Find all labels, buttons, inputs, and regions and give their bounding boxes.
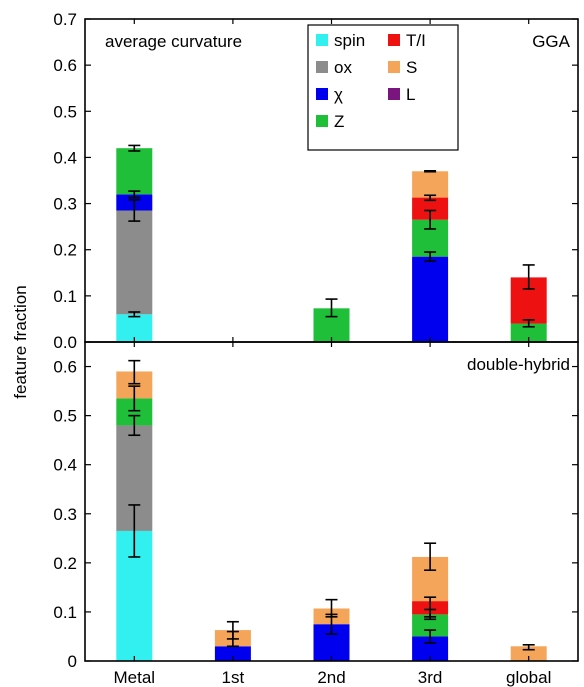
y-tick-label: 0.4 (53, 148, 77, 167)
legend: spin ox χZ T/I SL (307, 24, 459, 151)
y-tick-label: 0.1 (53, 287, 77, 306)
error-bar (424, 596, 437, 618)
panel-annotation-right: double-hybrid (467, 355, 570, 374)
legend-label: spin (334, 31, 365, 50)
legend-swatch (316, 115, 328, 127)
y-tick-label: 0.1 (53, 603, 77, 622)
y-tick-label: 0.2 (53, 241, 77, 260)
y-tick-label: 0.3 (53, 505, 77, 524)
legend-box (307, 24, 459, 151)
panel-2: 0 0.1 0.2 0.3 0.4 0.5 0.6 double-hybrid (53, 341, 579, 671)
y-axis-label: feature fraction (11, 285, 30, 398)
error-bar (522, 644, 535, 651)
y-tick-label: 0.6 (53, 358, 77, 377)
error-bar (128, 359, 141, 385)
bars (116, 148, 547, 342)
legend-swatch (316, 34, 328, 46)
legend-item: Z (316, 112, 344, 131)
legend-item: T/I (388, 31, 426, 50)
bars (116, 371, 547, 661)
bar-global-Z (510, 323, 547, 342)
bar-1st-χ (214, 646, 251, 661)
y-ticks: 0 0.1 0.2 0.3 0.4 0.5 0.6 (53, 342, 578, 671)
bar-3rd-χ (412, 256, 449, 342)
error-bar (128, 311, 141, 318)
panel-annotation-left: average curvature (105, 32, 242, 51)
error-bar (522, 319, 535, 328)
legend-swatch (388, 34, 400, 46)
chart-panels: 0.0 0.1 0.2 0.3 0.4 0.5 0.6 0.7 average curvatur… (53, 10, 579, 671)
y-tick-label: 0.5 (53, 102, 77, 121)
y-tick-label: 0.5 (53, 407, 77, 426)
legend-item: ox (316, 58, 352, 77)
legend-label: Z (334, 112, 344, 131)
error-bar (128, 414, 141, 437)
error-bar (325, 598, 338, 618)
error-bar (424, 170, 437, 173)
error-bar (128, 190, 141, 199)
y-tick-label: 0.7 (53, 10, 77, 29)
legend-item: spin (316, 31, 365, 50)
y-tick-label: 0.3 (53, 195, 77, 214)
bar-metal-Z (116, 148, 153, 195)
bar-3rd-Z (412, 614, 449, 637)
bar-3rd-T/I (412, 197, 449, 220)
x-tick-label: 1st (222, 668, 245, 687)
error-bar (424, 209, 437, 230)
x-tick-label: 3rd (418, 668, 443, 687)
error-bar (128, 144, 141, 152)
bar-metal-ox (116, 210, 153, 315)
y-tick-label: 0.6 (53, 56, 77, 75)
legend-item: χ (316, 85, 343, 104)
legend-label: L (406, 85, 415, 104)
error-bar (325, 298, 338, 318)
x-tick-label: 2nd (317, 668, 345, 687)
error-bar (424, 629, 437, 644)
legend-item: S (388, 58, 417, 77)
y-tick-label: 0.2 (53, 554, 77, 573)
error-bar (522, 264, 535, 290)
y-tick-label: 0 (68, 652, 77, 671)
error-bar (226, 620, 239, 640)
error-bar (128, 504, 141, 558)
y-tick-label: 0.0 (53, 333, 77, 352)
x-tick-labels: Metal 1st 2nd 3rd global (114, 668, 552, 687)
legend-swatch (316, 88, 328, 100)
y-ticks: 0.0 0.1 0.2 0.3 0.4 0.5 0.6 0.7 (53, 10, 578, 352)
legend-label: S (406, 58, 417, 77)
error-bar (424, 542, 437, 572)
bar-global-S (510, 646, 547, 661)
bar-3rd-S (412, 171, 449, 198)
panel-1: 0.0 0.1 0.2 0.3 0.4 0.5 0.6 0.7 average curvatur… (53, 10, 579, 352)
error-bars (128, 144, 535, 328)
error-bar (424, 251, 437, 263)
legend-label: T/I (406, 31, 426, 50)
error-bar (128, 385, 141, 412)
legend-swatch (316, 61, 328, 73)
error-bar (128, 199, 141, 222)
error-bars (128, 359, 535, 651)
x-tick-label: Metal (114, 668, 156, 687)
legend-swatch (388, 88, 400, 100)
y-tick-label: 0.4 (53, 456, 77, 475)
legend-swatch (388, 61, 400, 73)
error-bar (424, 194, 437, 202)
legend-item: L (388, 85, 415, 104)
legend-label: χ (334, 85, 343, 104)
legend-label: ox (334, 58, 352, 77)
panel-annotation-right: GGA (532, 32, 570, 51)
x-tick-label: global (506, 668, 551, 687)
